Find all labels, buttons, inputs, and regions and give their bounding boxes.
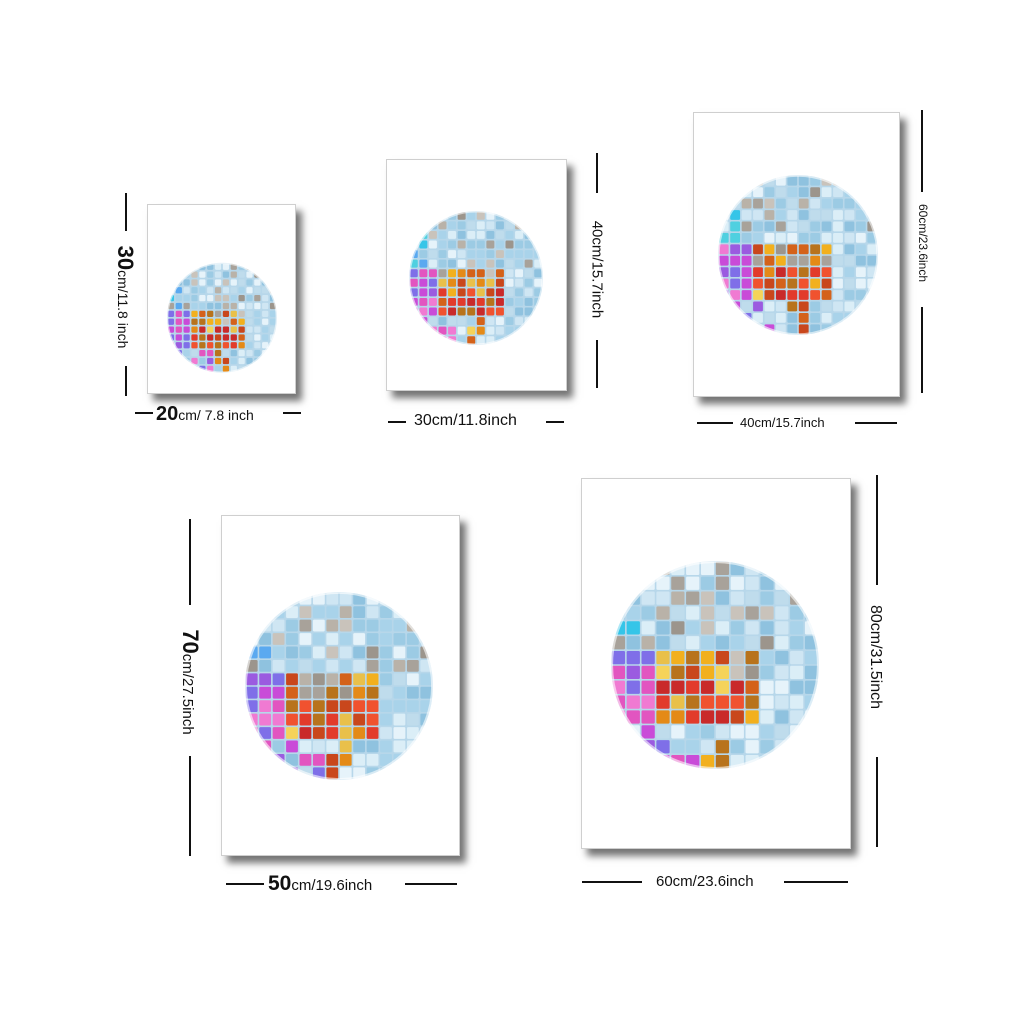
height-dimension-line-bottom	[876, 757, 878, 847]
disco-ball-icon	[166, 262, 278, 374]
height-dimension-line-top	[876, 475, 878, 585]
width-dimension-line-right	[405, 883, 457, 885]
disco-ball-icon	[408, 210, 544, 346]
disco-ball-icon	[244, 591, 434, 781]
height-dimension-line-bottom	[189, 756, 191, 856]
height-dimension-line-top	[596, 153, 598, 193]
height-dimension-line-top	[125, 193, 127, 231]
width-dimension-line-left	[582, 881, 642, 883]
width-label-60x80: 60cm/23.6inch	[656, 873, 754, 890]
disco-ball-icon	[609, 559, 821, 771]
width-label-50x70: 50cm/19.6inch	[268, 872, 373, 895]
height-dimension-line-bottom	[596, 340, 598, 388]
width-dimension-line-left	[697, 422, 733, 424]
width-dimension-line-left	[226, 883, 264, 885]
width-label-40x60: 40cm/15.7inch	[740, 415, 825, 430]
height-label-60x80: 80cm/31.5inch	[867, 604, 884, 710]
width-dimension-line-right	[784, 881, 848, 883]
height-label-30x40: 40cm/15.7inch	[588, 220, 606, 319]
disco-ball-icon	[717, 174, 879, 336]
poster-50x70	[221, 515, 460, 856]
poster-20x30	[147, 204, 296, 394]
poster-30x40	[386, 159, 567, 391]
height-label-20x30: 30cm/11.8 inch	[113, 245, 138, 349]
width-label-20x30: 20cm/ 7.8 inch	[156, 403, 254, 425]
poster-40x60	[693, 112, 900, 397]
height-dimension-line-top	[921, 110, 923, 192]
height-dimension-line-top	[189, 519, 191, 605]
width-dimension-line-left	[388, 421, 406, 423]
width-dimension-line-right	[283, 412, 301, 414]
height-label-50x70: 70cm/27.5inch	[178, 629, 203, 735]
width-dimension-line-left	[135, 412, 153, 414]
width-label-30x40: 30cm/11.8inch	[414, 412, 517, 429]
height-dimension-line-bottom	[125, 366, 127, 396]
poster-60x80	[581, 478, 851, 849]
height-dimension-line-bottom	[921, 307, 923, 393]
width-dimension-line-right	[855, 422, 897, 424]
width-dimension-line-right	[546, 421, 564, 423]
height-label-40x60: 60cm/23.6inch	[916, 203, 930, 283]
